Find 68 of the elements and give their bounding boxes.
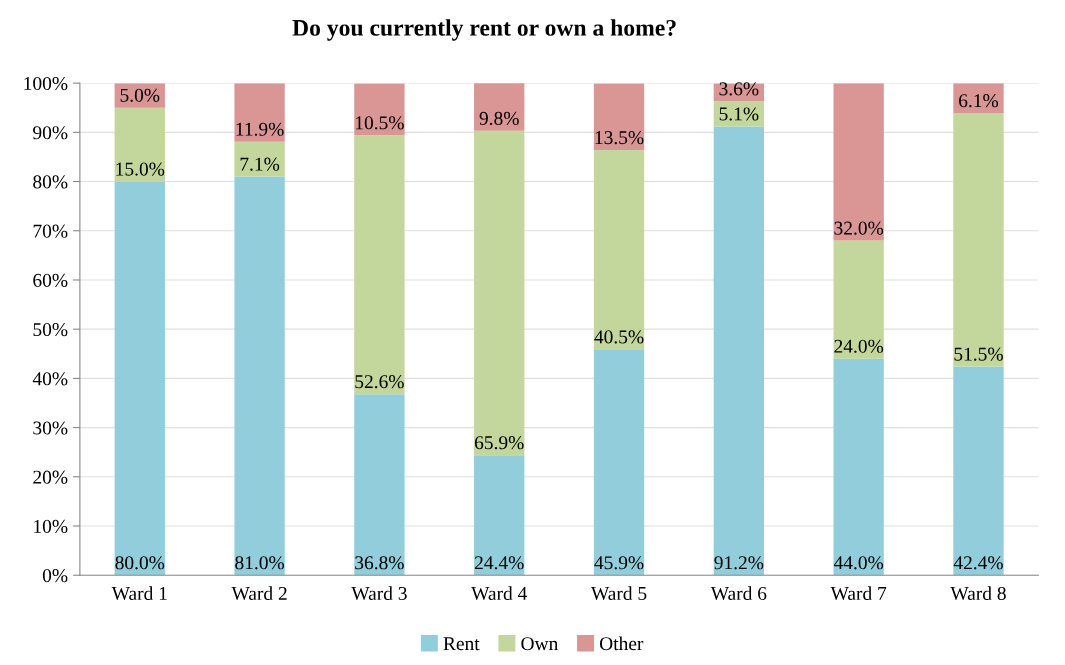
bar: [953, 113, 1004, 367]
bar: [713, 126, 764, 576]
x-tick-label: Ward 4: [471, 586, 528, 601]
y-tick-label: 20%: [33, 470, 68, 484]
legend-label: Rent: [443, 637, 480, 651]
bar: [474, 83, 525, 131]
data-label: 5.0%: [120, 88, 160, 102]
bar: [114, 107, 165, 182]
data-label: 44.0%: [833, 556, 884, 570]
bar: [354, 135, 405, 395]
y-tick-label: 70%: [33, 224, 68, 238]
data-label: 81.0%: [235, 556, 285, 570]
data-label: 24.4%: [474, 556, 524, 570]
bar: [234, 141, 285, 177]
x-tick-label: Ward 5: [590, 586, 647, 601]
legend-label: Own: [521, 637, 559, 651]
bar: [713, 101, 764, 127]
y-tick-label: 0%: [42, 569, 68, 583]
bar: [593, 150, 645, 350]
bar: [474, 455, 525, 576]
y-tick-label: 100%: [24, 76, 68, 91]
x-tick-label: Ward 7: [830, 586, 887, 601]
data-label: 36.8%: [355, 556, 404, 570]
bar: [234, 83, 285, 142]
data-label: 11.9%: [236, 122, 284, 136]
data-label: 32.0%: [834, 221, 884, 235]
data-label: 52.6%: [355, 375, 404, 389]
data-label: 5.1%: [719, 107, 759, 121]
y-tick-label: 90%: [33, 126, 68, 140]
data-label: 65.9%: [474, 436, 524, 450]
chart-title: Do you currently rent or own a home?: [292, 19, 676, 41]
data-label: 3.6%: [719, 82, 759, 96]
x-tick-label: Ward 8: [950, 586, 1006, 601]
data-label: 45.9%: [594, 556, 644, 570]
y-tick-label: 60%: [33, 273, 68, 287]
data-label: 9.8%: [479, 111, 519, 126]
bar: [953, 366, 1004, 576]
data-label: 13.5%: [595, 131, 644, 145]
y-tick-label: 40%: [32, 372, 68, 386]
data-label: 24.0%: [834, 339, 884, 353]
x-tick-label: Ward 2: [231, 586, 287, 601]
data-label: 6.1%: [959, 94, 999, 108]
bar: [593, 83, 645, 151]
y-tick-label: 50%: [33, 322, 68, 337]
x-tick-label: Ward 6: [710, 586, 767, 601]
legend-label: Other: [599, 636, 644, 651]
bar: [833, 240, 884, 359]
bar: [833, 83, 884, 241]
data-label: 7.1%: [240, 157, 280, 171]
data-label: 40.5%: [594, 330, 644, 344]
y-tick-label: 30%: [33, 421, 68, 435]
data-label: 51.5%: [954, 347, 1003, 361]
bar: [474, 130, 525, 456]
data-label: 42.4%: [953, 556, 1003, 570]
bar: [114, 181, 165, 576]
x-tick-label: Ward 1: [111, 586, 167, 601]
data-label: 10.5%: [356, 116, 404, 130]
x-tick-label: Ward 3: [351, 586, 407, 601]
data-label: 15.0%: [116, 162, 165, 176]
y-tick-label: 80%: [33, 175, 68, 189]
data-label: 80.0%: [115, 556, 165, 570]
bar: [593, 349, 645, 576]
data-label: 91.2%: [714, 556, 764, 570]
bar: [234, 176, 285, 576]
bar: [354, 394, 405, 576]
bar: [833, 358, 884, 576]
y-tick-label: 10%: [34, 519, 68, 534]
bar: [354, 83, 405, 136]
